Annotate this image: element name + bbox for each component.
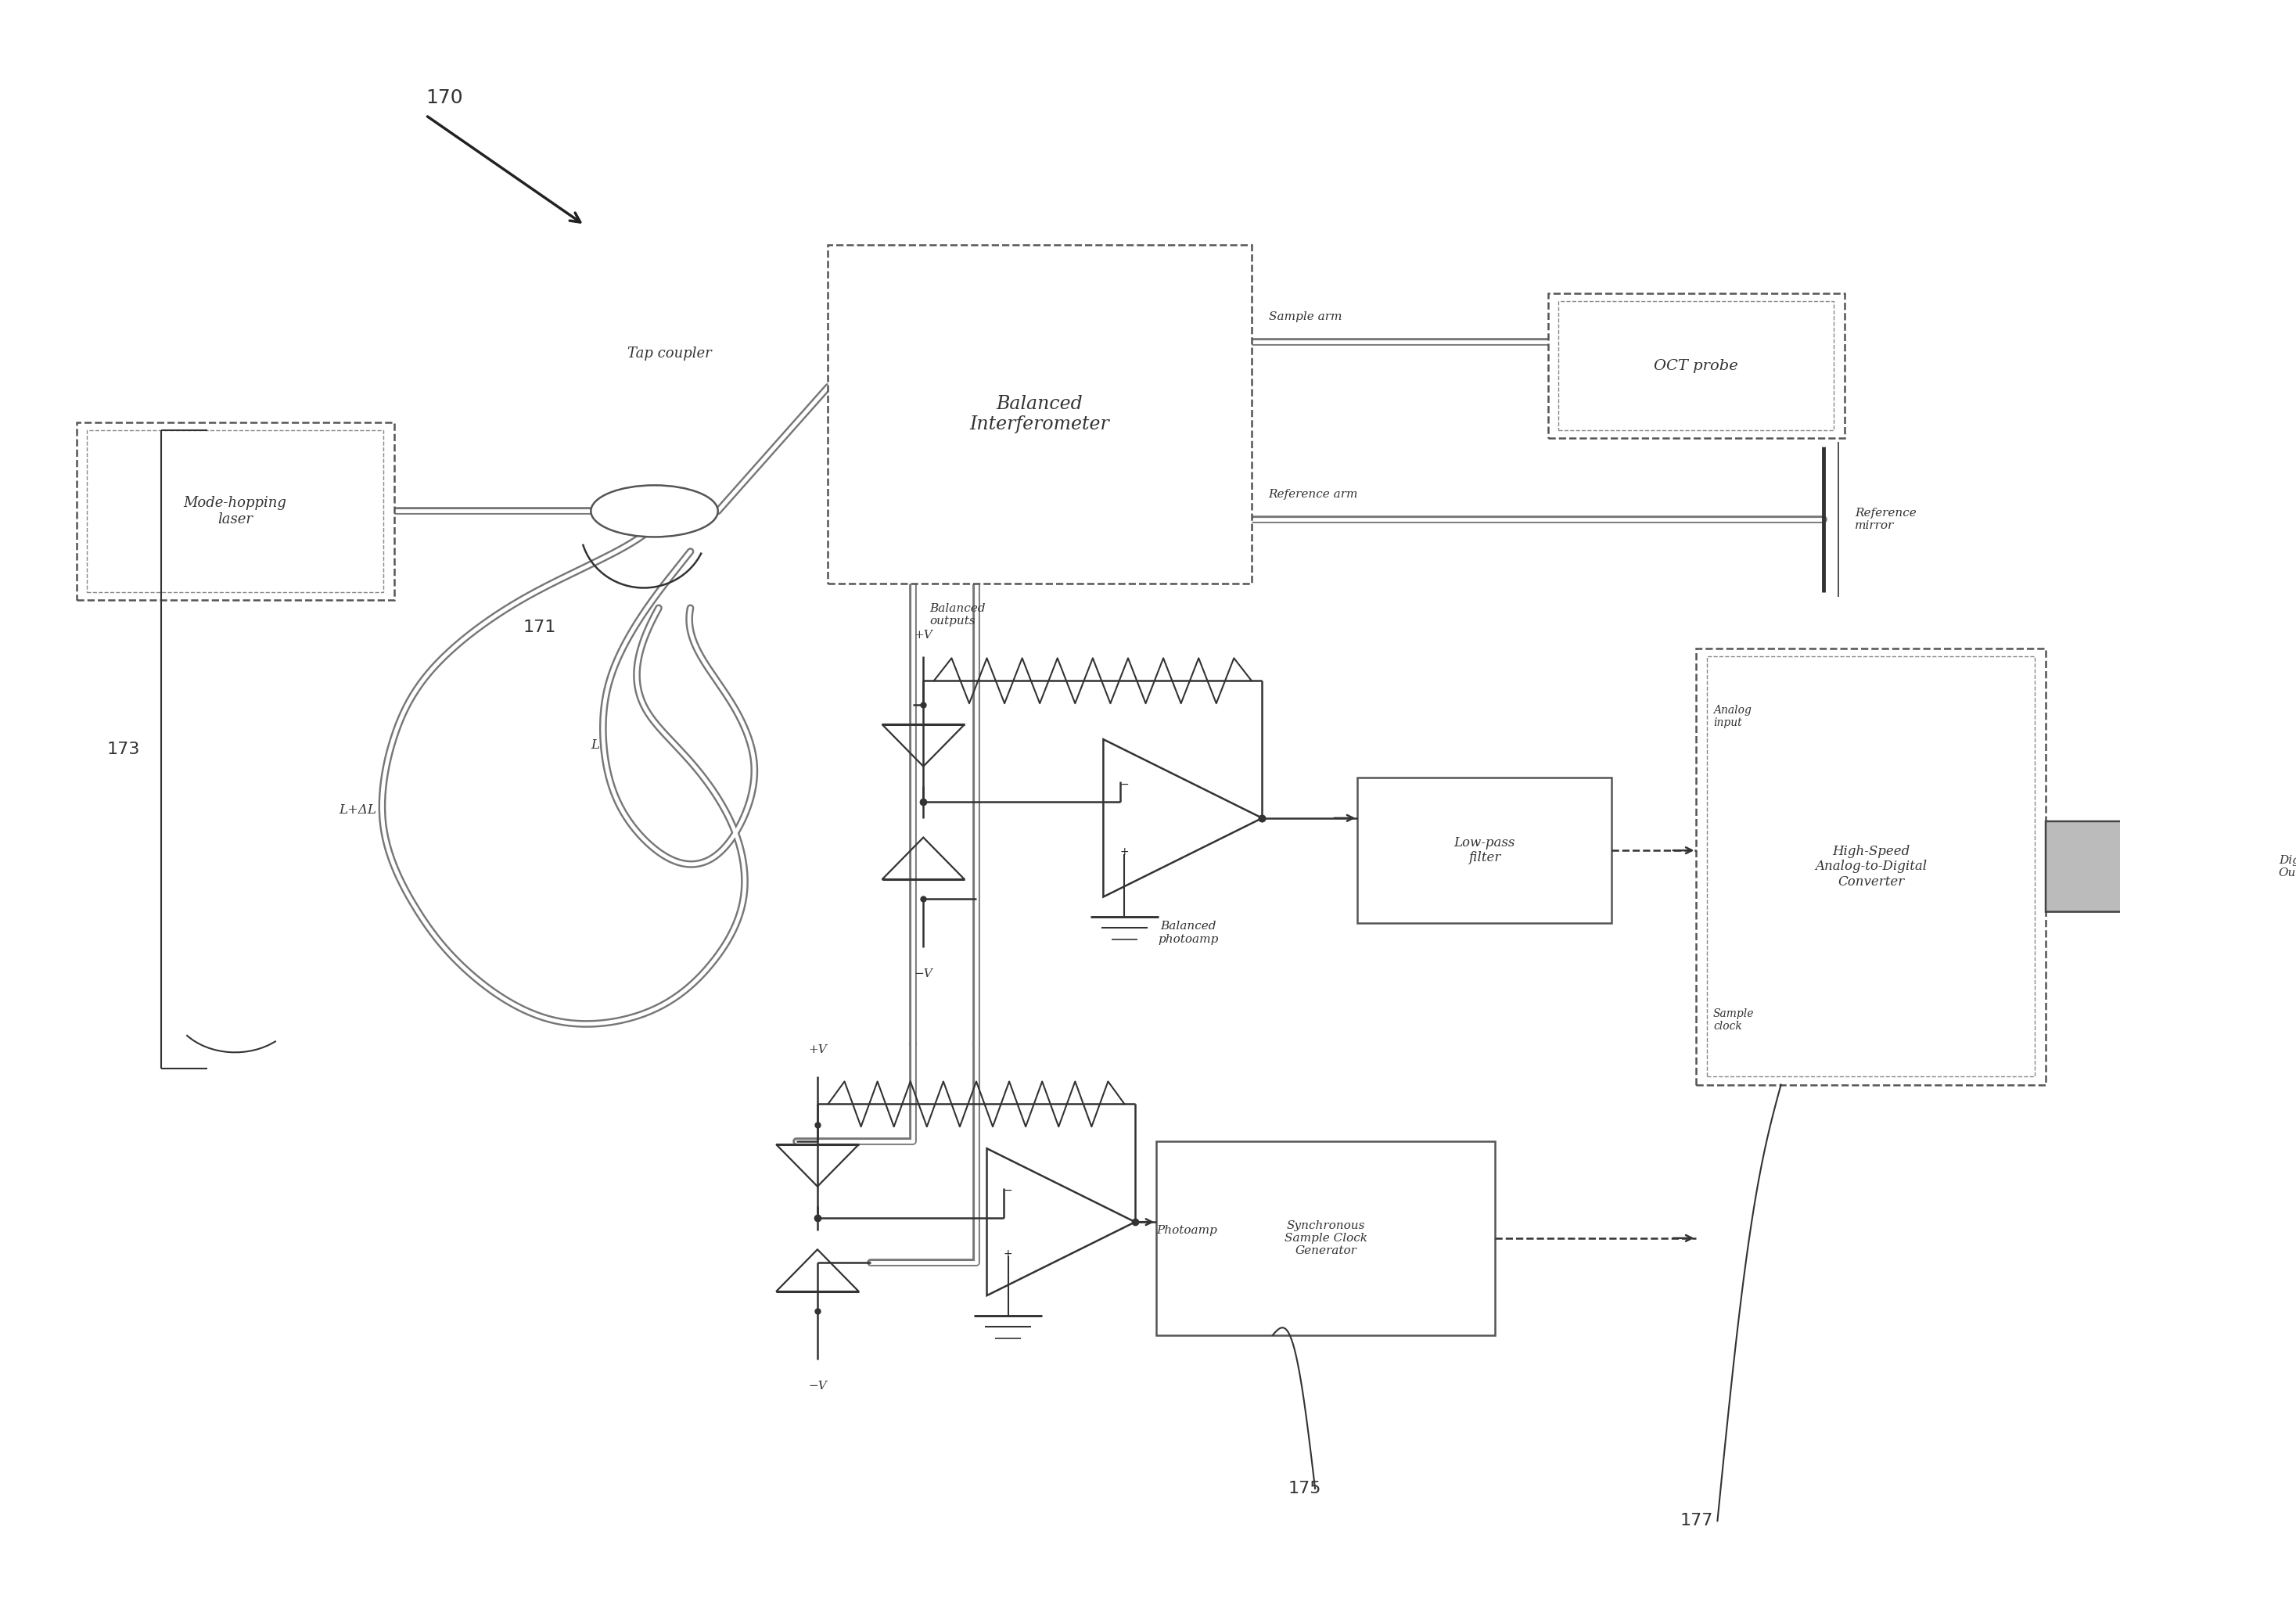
Polygon shape: [2046, 795, 2257, 938]
Text: Balanced
photoamp: Balanced photoamp: [1157, 922, 1219, 944]
Text: L+ΔL: L+ΔL: [340, 804, 377, 816]
Text: Reference arm: Reference arm: [1267, 489, 1357, 501]
Text: 171: 171: [523, 619, 556, 635]
Text: +: +: [1003, 1247, 1013, 1259]
Text: Balanced
Interferometer: Balanced Interferometer: [969, 395, 1109, 434]
Text: Low-pass
filter: Low-pass filter: [1453, 836, 1515, 865]
Text: L: L: [590, 739, 599, 752]
Text: 177: 177: [1681, 1513, 1713, 1529]
Bar: [1357, 778, 1612, 923]
Text: +: +: [1120, 847, 1130, 857]
Text: Sample arm: Sample arm: [1267, 311, 1341, 322]
Bar: [87, 431, 383, 591]
Text: Mode-hopping
laser: Mode-hopping laser: [184, 496, 287, 527]
Bar: [1559, 301, 1835, 431]
Bar: [1706, 656, 2034, 1077]
Text: Reference
mirror: Reference mirror: [1855, 507, 1917, 531]
Text: Synchronous
Sample Clock
Generator: Synchronous Sample Clock Generator: [1283, 1220, 1366, 1256]
Bar: [76, 423, 395, 599]
Text: Balanced
outputs: Balanced outputs: [930, 603, 985, 627]
Text: −: −: [1120, 779, 1130, 789]
Bar: [1697, 648, 2046, 1085]
Text: Digital
Out: Digital Out: [2278, 855, 2296, 878]
Bar: [1157, 1140, 1495, 1335]
Text: Sample
clock: Sample clock: [1713, 1008, 1754, 1032]
Text: −: −: [1003, 1184, 1013, 1196]
Text: Photoamp: Photoamp: [1157, 1225, 1217, 1236]
Text: −V: −V: [808, 1380, 827, 1392]
Text: +V: +V: [914, 630, 932, 640]
Text: 175: 175: [1288, 1481, 1320, 1497]
Text: High-Speed
Analog-to-Digital
Converter: High-Speed Analog-to-Digital Converter: [1816, 844, 1926, 888]
Ellipse shape: [590, 486, 719, 536]
Bar: [829, 245, 1251, 583]
Text: OCT probe: OCT probe: [1653, 358, 1738, 373]
Text: −V: −V: [914, 969, 932, 978]
Text: +V: +V: [808, 1045, 827, 1056]
Bar: [1548, 293, 1844, 439]
Text: Tap coupler: Tap coupler: [627, 347, 712, 361]
Text: Analog
input: Analog input: [1713, 705, 1752, 727]
Text: 173: 173: [106, 742, 140, 757]
Text: 170: 170: [425, 89, 464, 107]
